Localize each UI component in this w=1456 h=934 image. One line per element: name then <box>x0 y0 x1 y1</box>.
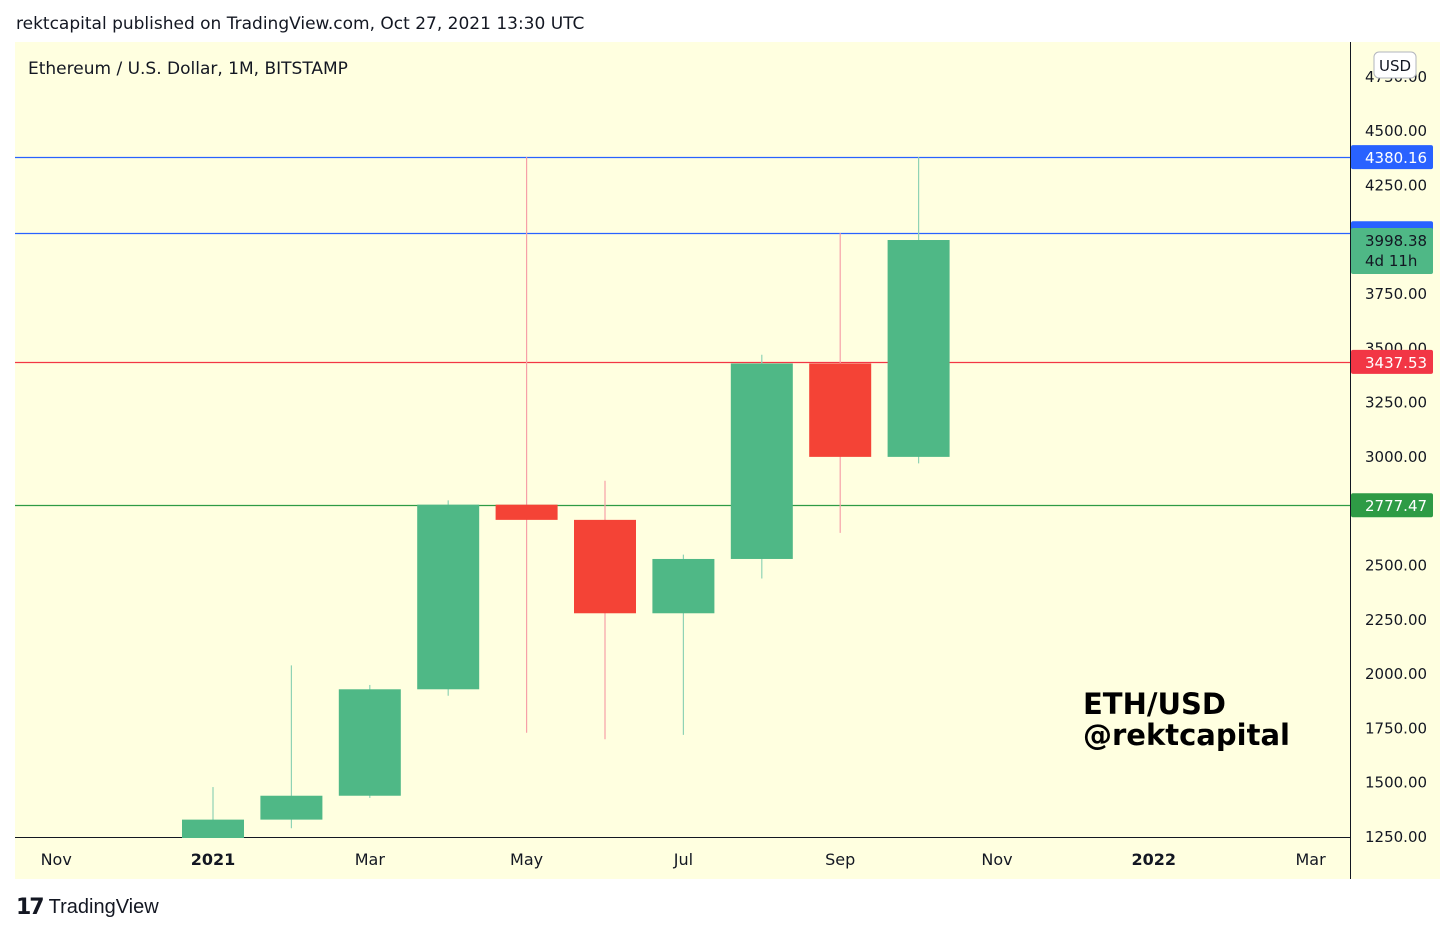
last-price-badge <box>1351 228 1433 275</box>
candle-body <box>887 240 950 457</box>
x-tick-label: 2022 <box>1132 850 1177 869</box>
price-badge-label: 3437.53 <box>1365 354 1427 372</box>
chart-title: Ethereum / U.S. Dollar, 1M, BITSTAMP <box>28 59 348 79</box>
time-axis-band <box>15 838 1350 879</box>
watermark-line-2: @rektcapital <box>1083 718 1290 752</box>
candle-body <box>417 504 480 690</box>
y-tick-label: 3750.00 <box>1365 285 1427 303</box>
tradingview-brand-name: TradingView <box>48 895 159 918</box>
candle-body <box>338 689 401 796</box>
chart-background <box>15 42 1440 879</box>
x-tick-label: 2021 <box>191 850 236 869</box>
candle-body <box>652 558 715 614</box>
x-tick-label: Jul <box>673 850 693 869</box>
y-tick-label: 3250.00 <box>1365 394 1427 412</box>
candle-body <box>260 795 323 820</box>
currency-button[interactable] <box>1373 51 1417 79</box>
candle-body <box>495 504 558 520</box>
y-tick-label: 1500.00 <box>1365 774 1427 792</box>
y-tick-label: 3000.00 <box>1365 448 1427 466</box>
y-tick-label: 2250.00 <box>1365 611 1427 629</box>
price-badge-label: 4380.16 <box>1365 149 1427 167</box>
x-tick-label: Sep <box>825 850 855 869</box>
price-badge-label: 2777.47 <box>1365 497 1427 515</box>
candle-body <box>730 363 793 559</box>
tradingview-brand[interactable]: 17 TradingView <box>16 892 159 922</box>
candle-body <box>809 363 872 457</box>
price-badge <box>1351 493 1433 518</box>
candlestick-chart[interactable]: 4750.004500.004250.003750.003500.003250.… <box>15 42 1440 879</box>
currency-button-label: USD <box>1379 57 1411 75</box>
watermark-line-1: ETH/USD <box>1083 687 1226 721</box>
price-badge <box>1351 349 1433 374</box>
y-tick-label: 2500.00 <box>1365 556 1427 574</box>
y-tick-label: 2000.00 <box>1365 665 1427 683</box>
y-tick-label: 1750.00 <box>1365 719 1427 737</box>
x-tick-label: Nov <box>41 850 72 869</box>
countdown-label: 4d 11h <box>1365 252 1417 270</box>
x-tick-label: Mar <box>1296 850 1327 869</box>
y-tick-label: 1250.00 <box>1365 828 1427 846</box>
published-info: rektcapital published on TradingView.com… <box>16 14 585 34</box>
y-tick-label: 4250.00 <box>1365 176 1427 194</box>
x-tick-label: May <box>510 850 543 869</box>
candle-body <box>574 519 636 614</box>
y-tick-label: 4500.00 <box>1365 122 1427 140</box>
x-tick-label: Nov <box>981 850 1012 869</box>
price-badge <box>1351 145 1433 170</box>
tradingview-logo-icon: 17 <box>16 894 45 920</box>
last-price-label: 3998.38 <box>1365 232 1427 250</box>
x-tick-label: Mar <box>355 850 386 869</box>
